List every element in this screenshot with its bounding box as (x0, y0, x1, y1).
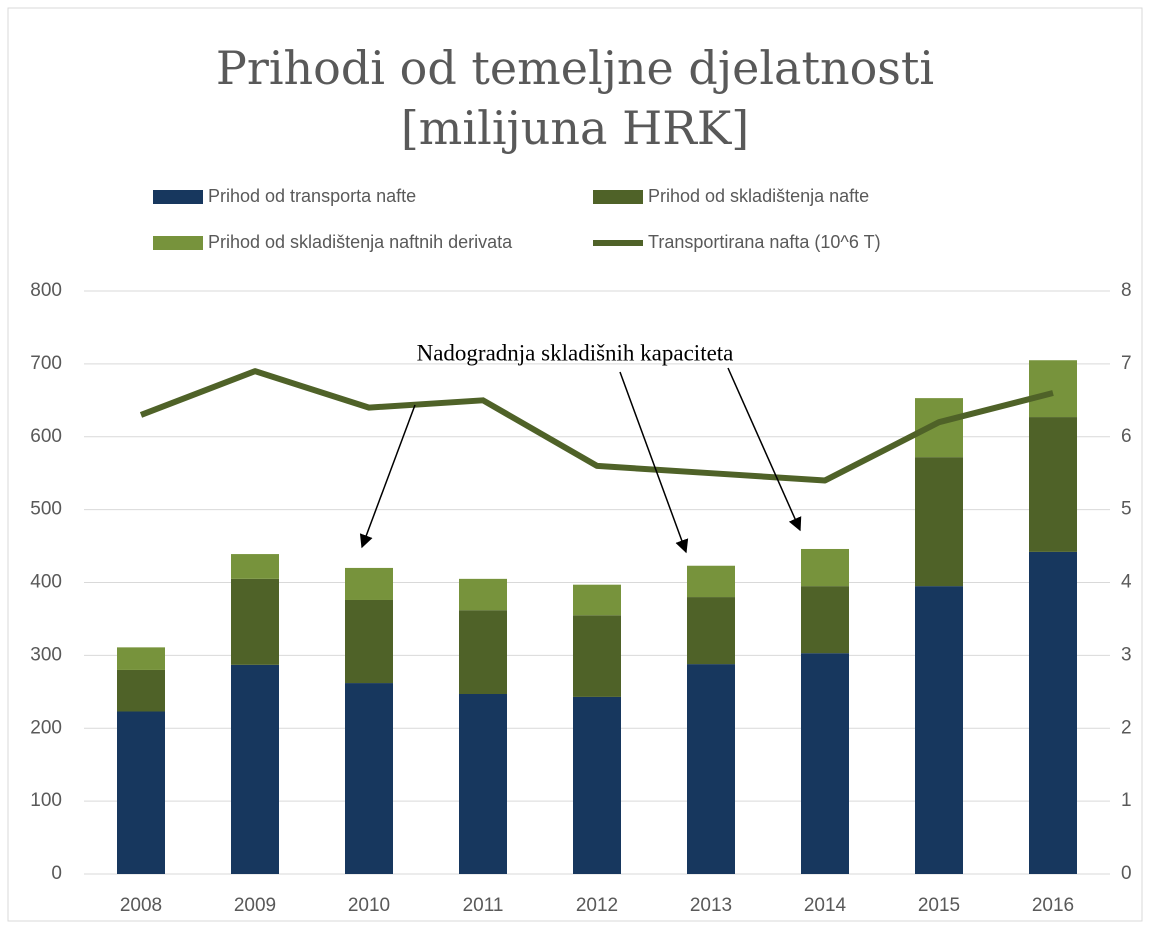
legend-label: Prihod od skladištenja nafte (648, 186, 869, 206)
bar (573, 696, 621, 874)
bar (117, 647, 165, 670)
legend-swatch (153, 236, 203, 250)
legend-swatch (593, 190, 643, 204)
bar (231, 554, 279, 579)
bar (573, 615, 621, 697)
bar (231, 664, 279, 874)
x-tick-label: 2016 (1032, 895, 1074, 916)
y2-tick-label: 6 (1121, 426, 1132, 447)
y2-tick-label: 2 (1121, 717, 1132, 738)
bar (117, 711, 165, 874)
annotation: Nadogradnja skladišnih kapaciteta (417, 340, 734, 365)
bar (345, 599, 393, 684)
legend-label: Prihod od skladištenja naftnih derivata (208, 232, 513, 252)
bar (117, 669, 165, 712)
bar (687, 565, 735, 598)
annotation-arrow (727, 367, 802, 532)
y-tick-label: 700 (30, 353, 62, 374)
bar (687, 597, 735, 665)
bar (801, 653, 849, 874)
bar (459, 610, 507, 694)
line (139, 368, 1054, 484)
x-tick-label: 2010 (348, 895, 390, 916)
y2-tick-label: 8 (1121, 280, 1132, 301)
y-tick-label: 600 (30, 426, 62, 447)
chart-title: Prihodi od temeljne djelatnosti (216, 41, 934, 95)
legend-label: Transportirana nafta (10^6 T) (648, 232, 881, 252)
plot: 0 100 200 300 400 500 600 700 800 0 1 2 3 4 5 6 7 8 2008 20… (30, 280, 1132, 916)
y2-tick-label: 1 (1121, 790, 1132, 811)
x-tick-label: 2008 (120, 895, 162, 916)
bar (1029, 417, 1077, 552)
bar (915, 457, 963, 587)
x-tick-label: 2009 (234, 895, 276, 916)
bar (345, 683, 393, 874)
bar (915, 586, 963, 874)
annotation-arrow (619, 371, 689, 554)
x-tick-label: 2013 (690, 895, 732, 916)
bar (459, 578, 507, 611)
y-tick-label: 400 (30, 572, 62, 593)
bar (459, 693, 507, 874)
bar (687, 664, 735, 874)
x-tick-label: 2012 (576, 895, 618, 916)
y-tick-label: 800 (30, 280, 62, 301)
chart-border (7, 7, 1143, 922)
y2-tick-label: 3 (1121, 644, 1132, 665)
y2-tick-label: 7 (1121, 353, 1132, 374)
chart-title: [milijuna HRK] (401, 101, 749, 155)
y2-tick-label: 0 (1121, 863, 1132, 884)
y2-tick-label: 4 (1121, 572, 1132, 593)
bar (345, 567, 393, 600)
bar (1029, 360, 1077, 418)
y-tick-label: 500 (30, 499, 62, 520)
bar (573, 584, 621, 616)
x-tick-label: 2011 (463, 895, 504, 916)
x-tick-label: 2015 (918, 895, 960, 916)
legend-swatch (153, 190, 203, 204)
bar (801, 586, 849, 654)
x-tick-label: 2014 (804, 895, 847, 916)
y-tick-label: 0 (51, 863, 62, 884)
bar (1029, 551, 1077, 874)
y2-tick-label: 5 (1121, 499, 1132, 520)
bar (231, 578, 279, 665)
legend-label: Prihod od transporta nafte (208, 186, 416, 206)
y-tick-label: 100 (30, 790, 62, 811)
annotation-arrow (359, 404, 416, 549)
bar (801, 548, 849, 587)
y-tick-label: 300 (30, 644, 62, 665)
y-tick-label: 200 (30, 717, 62, 738)
